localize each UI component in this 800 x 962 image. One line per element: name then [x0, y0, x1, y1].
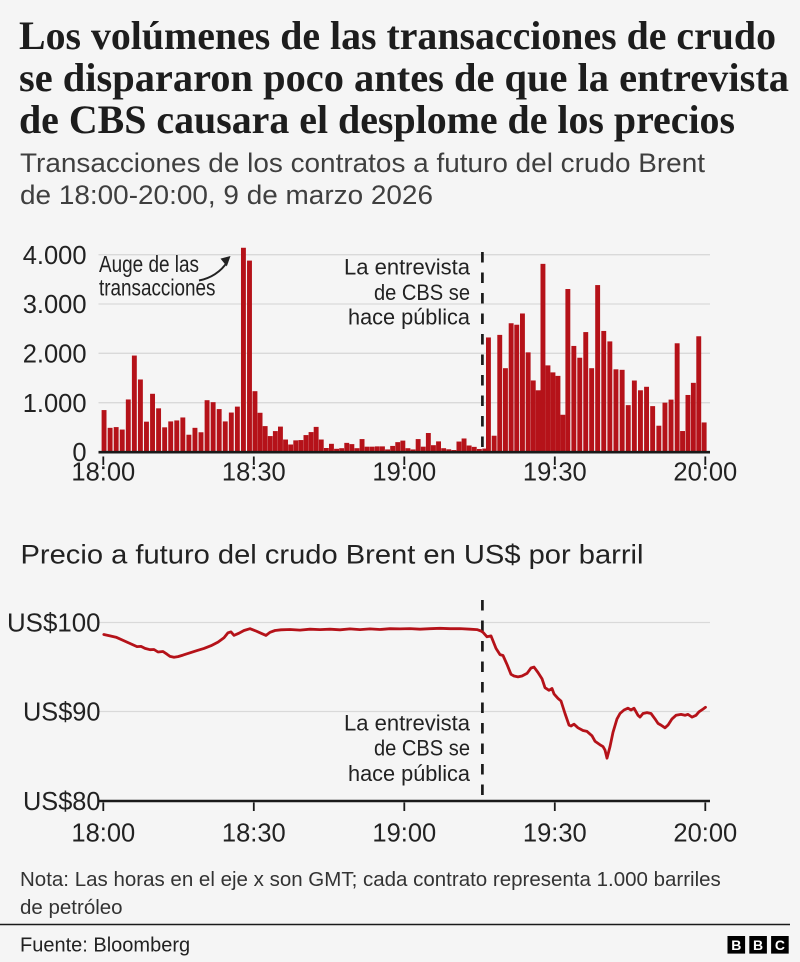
svg-text:4.000: 4.000	[23, 242, 87, 270]
svg-text:2.000: 2.000	[23, 341, 87, 369]
svg-text:20:00: 20:00	[673, 820, 737, 848]
svg-text:La entrevista: La entrevista	[344, 255, 471, 280]
svg-text:19:00: 19:00	[372, 820, 436, 848]
svg-text:Precio a futuro del crudo Bren: Precio a futuro del crudo Brent en US$ p…	[21, 540, 644, 570]
svg-text:18:00: 18:00	[71, 459, 135, 487]
svg-text:B: B	[753, 937, 763, 953]
svg-text:de CBS se: de CBS se	[374, 280, 470, 305]
svg-text:de CBS causara el desplome de: de CBS causara el desplome de los precio…	[19, 97, 735, 142]
svg-text:Auge de las: Auge de las	[99, 251, 199, 277]
svg-text:Nota: Las horas en el eje x so: Nota: Las horas en el eje x son GMT; cad…	[20, 868, 721, 891]
svg-text:US$90: US$90	[23, 699, 101, 727]
svg-text:de petróleo: de petróleo	[20, 896, 123, 919]
svg-text:Fuente: Bloomberg: Fuente: Bloomberg	[20, 935, 190, 957]
svg-text:C: C	[775, 937, 785, 953]
svg-text:18:30: 18:30	[222, 459, 286, 487]
svg-text:transacciones: transacciones	[99, 275, 216, 301]
svg-text:US$80: US$80	[23, 788, 101, 816]
svg-text:hace pública: hace pública	[348, 761, 471, 786]
svg-text:Transacciones de los contratos: Transacciones de los contratos a futuro …	[20, 148, 706, 178]
svg-text:20:00: 20:00	[673, 459, 737, 487]
svg-text:La entrevista: La entrevista	[344, 710, 471, 735]
svg-text:3.000: 3.000	[23, 291, 87, 319]
svg-text:19:30: 19:30	[523, 459, 587, 487]
svg-text:18:30: 18:30	[222, 820, 286, 848]
svg-text:0: 0	[72, 439, 86, 467]
svg-text:de 18:00-20:00, 9 de marzo 202: de 18:00-20:00, 9 de marzo 2026	[20, 180, 433, 210]
svg-text:de CBS se: de CBS se	[374, 736, 470, 761]
svg-text:hace pública: hace pública	[348, 305, 471, 330]
svg-text:18:00: 18:00	[71, 820, 135, 848]
svg-text:19:30: 19:30	[523, 820, 587, 848]
svg-text:19:00: 19:00	[372, 459, 436, 487]
svg-text:B: B	[731, 937, 741, 953]
svg-text:Los volúmenes de las transacci: Los volúmenes de las transacciones de cr…	[19, 13, 776, 58]
svg-text:se dispararon poco antes de qu: se dispararon poco antes de que la entre…	[19, 55, 789, 100]
svg-text:US$100: US$100	[7, 610, 101, 638]
svg-text:1.000: 1.000	[23, 390, 87, 418]
